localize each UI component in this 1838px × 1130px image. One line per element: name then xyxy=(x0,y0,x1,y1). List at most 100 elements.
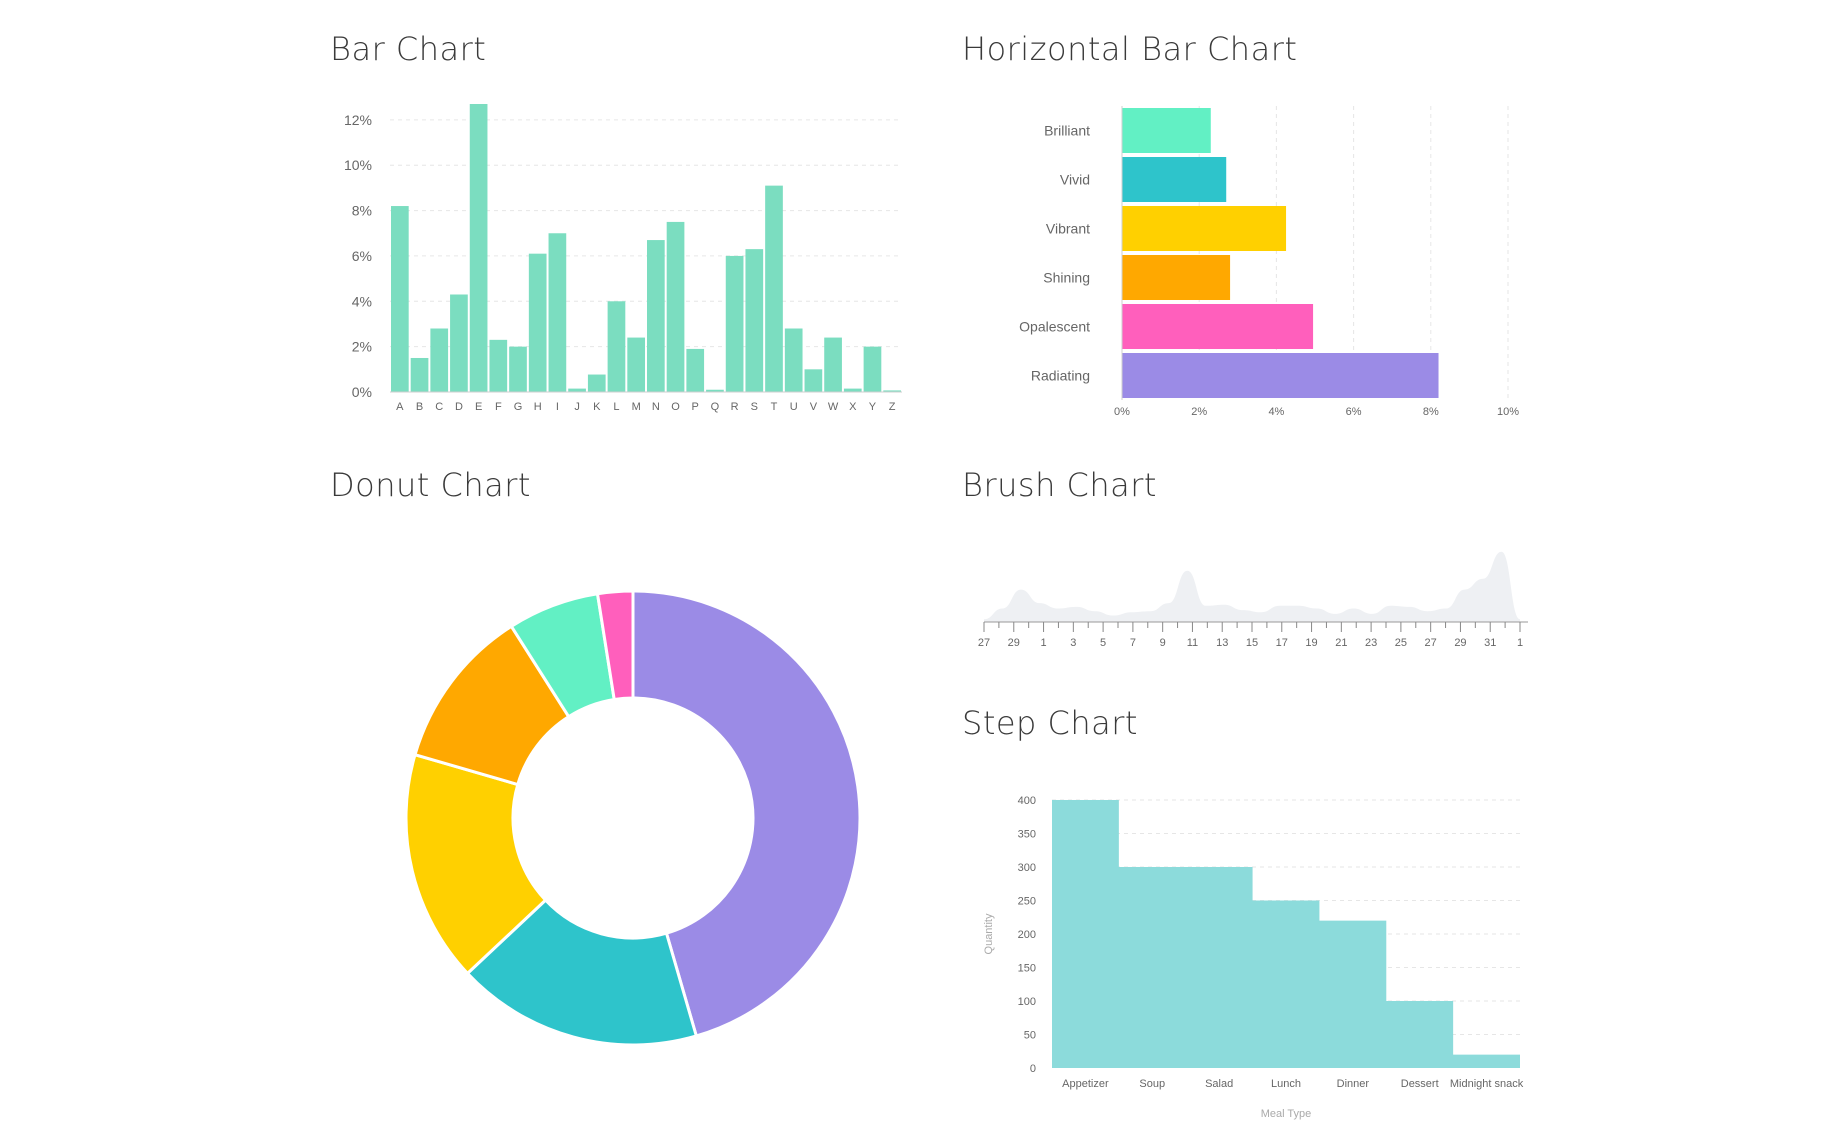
bar-y-tick: 10% xyxy=(344,157,372,173)
donut-chart-title: Donut Chart xyxy=(330,466,531,504)
bar-mark xyxy=(686,348,705,392)
step-y-tick: 300 xyxy=(1018,862,1036,874)
bar-mark xyxy=(883,390,901,392)
bar-x-tick: Z xyxy=(889,401,896,413)
bar-x-tick: P xyxy=(692,401,699,413)
step-area xyxy=(1052,800,1520,1068)
bar-mark xyxy=(548,233,567,392)
hbar-x-tick: 8% xyxy=(1423,406,1439,418)
bar-y-tick: 6% xyxy=(352,248,372,264)
brush-x-tick: 13 xyxy=(1216,637,1228,649)
bar-mark xyxy=(430,328,449,392)
hbar-y-tick: Opalescent xyxy=(1019,319,1090,335)
brush-x-tick: 19 xyxy=(1305,637,1317,649)
step-y-tick: 200 xyxy=(1018,929,1036,941)
step-chart-title: Step Chart xyxy=(962,704,1138,742)
bar-x-tick: J xyxy=(574,401,580,413)
donut-chart xyxy=(404,589,862,1047)
bar-mark xyxy=(607,301,626,392)
step-y-label: Quantity xyxy=(983,913,995,954)
step-y-tick: 0 xyxy=(1030,1063,1036,1075)
bar-mark xyxy=(765,185,783,392)
bar-x-tick: O xyxy=(671,401,680,413)
hbar-x-tick: 0% xyxy=(1114,406,1130,418)
bar-x-tick: X xyxy=(849,401,857,413)
step-x-label: Meal Type xyxy=(1261,1108,1312,1120)
hbar-y-tick: Radiating xyxy=(1031,368,1090,384)
donut-slice xyxy=(404,752,548,976)
brush-x-tick: 5 xyxy=(1100,637,1106,649)
bar-mark xyxy=(568,388,586,392)
bar-mark xyxy=(509,346,527,392)
bar-x-tick: E xyxy=(475,401,482,413)
bar-chart-title: Bar Chart xyxy=(330,30,487,68)
bar-y-tick: 8% xyxy=(352,203,372,219)
brush-x-tick: 27 xyxy=(978,637,990,649)
step-y-tick: 150 xyxy=(1018,963,1036,975)
brush-x-tick: 3 xyxy=(1070,637,1076,649)
hbar-x-tick: 10% xyxy=(1497,406,1519,418)
step-chart: 0 50 100 150 200 250 300 350 400 Appetizer Soup Sal… xyxy=(983,795,1524,1120)
bar-x-tick: H xyxy=(534,401,542,413)
bar-x-tick: N xyxy=(652,401,660,413)
bar-x-tick: Y xyxy=(869,401,877,413)
bar-x-tick: V xyxy=(810,401,818,413)
bar-x-tick: A xyxy=(396,401,404,413)
brush-x-tick: 25 xyxy=(1395,637,1407,649)
horizontal-bar-chart: 0% 2% 4% 6% 8% 10% Brilliant Vivid Vibrant Shinin… xyxy=(1019,106,1519,418)
bar-x-tick: W xyxy=(828,401,839,413)
hbar-x-tick: 6% xyxy=(1346,406,1362,418)
bar-mark xyxy=(666,221,685,392)
bar-mark xyxy=(725,255,744,392)
brush-x-tick: 31 xyxy=(1484,637,1496,649)
bar-chart-panel: Bar Chart 0% 2% 4% 6% 8% 10% 12% A B C D E F G H I J K L M N… xyxy=(330,30,920,430)
brush-x-tick: 21 xyxy=(1335,637,1347,649)
hbar-y-tick: Vivid xyxy=(1060,172,1090,188)
bar-mark xyxy=(410,357,429,392)
step-y-tick: 350 xyxy=(1018,829,1036,841)
donut-chart-panel: Donut Chart xyxy=(330,466,920,1106)
hbar-mark-shining xyxy=(1122,255,1231,300)
brush-x-tick: 1 xyxy=(1517,637,1523,649)
bar-mark xyxy=(824,337,842,392)
brush-x-tick: 27 xyxy=(1425,637,1437,649)
brush-x-tick: 7 xyxy=(1130,637,1136,649)
hbar-mark-opalescent xyxy=(1122,304,1314,349)
brush-chart-panel: Brush Chart 27 29 1 3 5 7 9 11 13 15 17 19 21 23 25 27 2… xyxy=(962,466,1542,666)
bar-y-tick: 2% xyxy=(352,339,372,355)
hbar-x-tick: 4% xyxy=(1268,406,1284,418)
bar-mark xyxy=(843,388,862,392)
step-y-tick: 100 xyxy=(1018,996,1036,1008)
hbar-mark-vibrant xyxy=(1122,206,1287,251)
hbar-chart-title: Horizontal Bar Chart xyxy=(962,30,1298,68)
brush-x-tick: 23 xyxy=(1365,637,1377,649)
bar-x-tick: G xyxy=(514,401,523,413)
brush-x-tick: 29 xyxy=(1454,637,1466,649)
bar-y-tick: 4% xyxy=(352,293,372,309)
donut-slice xyxy=(595,589,635,702)
hbar-chart-panel: Horizontal Bar Chart 0% 2% 4% 6% 8% 10% Brilli… xyxy=(962,30,1542,430)
brush-x-tick: 1 xyxy=(1040,637,1046,649)
brush-x-tick: 15 xyxy=(1246,637,1258,649)
bar-mark xyxy=(587,374,606,392)
bar-y-tick: 0% xyxy=(352,384,372,400)
bar-x-tick: Q xyxy=(711,401,720,413)
step-x-tick: Dinner xyxy=(1337,1078,1370,1090)
bar-x-tick: U xyxy=(790,401,798,413)
step-x-tick: Dessert xyxy=(1401,1078,1439,1090)
bar-x-tick: B xyxy=(416,401,423,413)
bar-mark xyxy=(450,294,468,392)
hbar-x-tick: 2% xyxy=(1191,406,1207,418)
bar-mark xyxy=(489,339,508,392)
bar-x-tick: D xyxy=(455,401,463,413)
step-x-tick: Lunch xyxy=(1271,1078,1301,1090)
bar-x-tick: T xyxy=(771,401,778,413)
hbar-y-tick: Shining xyxy=(1043,270,1090,286)
brush-x-tick: 11 xyxy=(1187,637,1198,649)
bar-y-tick: 12% xyxy=(344,112,372,128)
bar-chart: 0% 2% 4% 6% 8% 10% 12% A B C D E F G H I J K L M N O P Q R S T U V W X… xyxy=(344,104,902,413)
hbar-mark-radiating xyxy=(1122,353,1439,398)
step-x-tick: Salad xyxy=(1205,1078,1233,1090)
hbar-mark-vivid xyxy=(1122,157,1227,202)
bar-mark xyxy=(745,249,764,392)
